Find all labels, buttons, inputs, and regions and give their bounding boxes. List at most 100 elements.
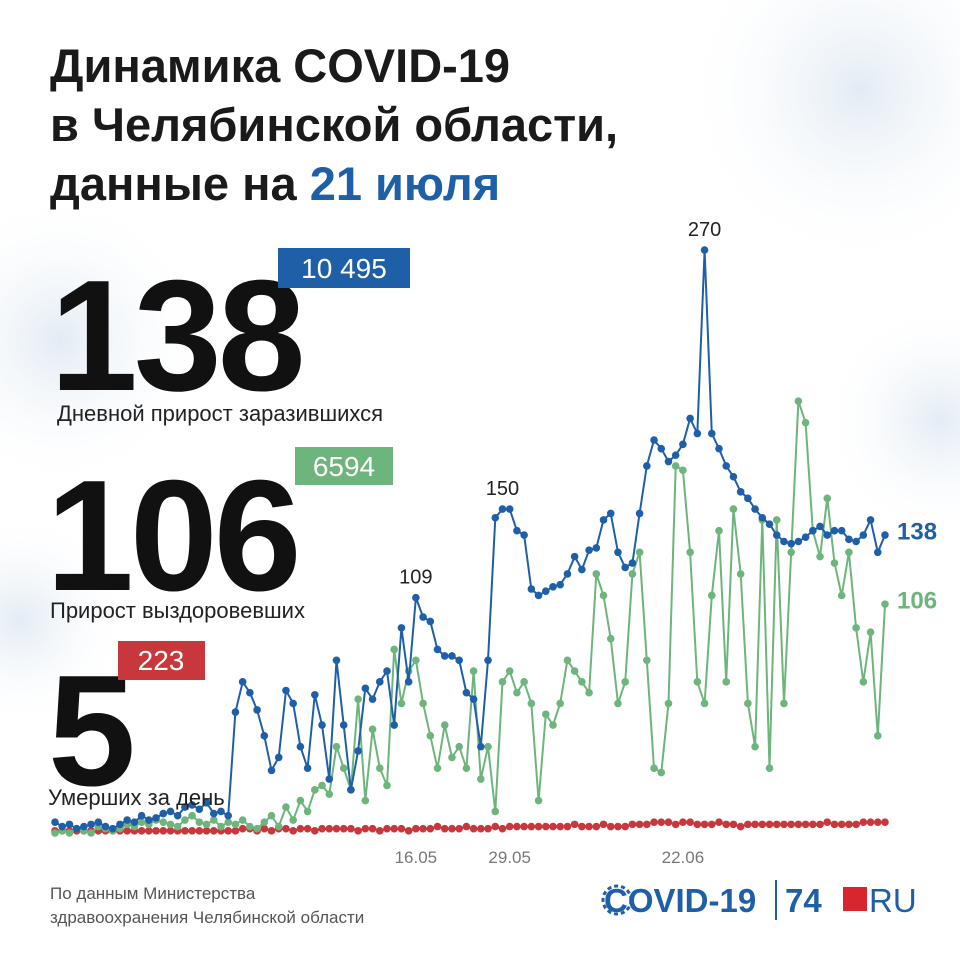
- data-point: [707, 591, 716, 600]
- data-point: [368, 824, 377, 833]
- data-point: [145, 827, 153, 835]
- data-point: [541, 710, 550, 719]
- data-point: [296, 796, 305, 805]
- data-point: [123, 827, 131, 835]
- data-point: [628, 570, 637, 578]
- data-point: [585, 822, 593, 831]
- data-point: [354, 827, 362, 835]
- data-point: [303, 764, 312, 773]
- data-point: [137, 811, 146, 820]
- data-point: [866, 516, 875, 524]
- data-point: [830, 820, 839, 829]
- stat-badge-bg: [295, 447, 393, 485]
- data-point: [484, 656, 492, 665]
- data-point: [311, 786, 319, 794]
- data-point: [404, 678, 413, 686]
- stat-badge: 6594: [313, 451, 375, 482]
- data-point: [606, 509, 615, 518]
- data-point: [469, 824, 478, 833]
- data-point: [758, 513, 767, 522]
- data-point: [296, 742, 305, 751]
- data-point: [700, 246, 709, 254]
- data-point: [837, 526, 846, 535]
- data-point: [643, 820, 651, 829]
- data-point: [693, 820, 702, 829]
- data-point: [318, 824, 326, 833]
- data-point: [282, 686, 290, 695]
- data-point: [736, 488, 745, 496]
- logo-separator: [775, 880, 777, 920]
- data-point: [563, 656, 572, 665]
- data-point: [801, 820, 810, 829]
- data-point: [267, 827, 276, 835]
- data-point: [267, 766, 276, 775]
- data-point: [780, 820, 788, 829]
- data-point: [729, 472, 738, 481]
- data-point: [238, 678, 247, 686]
- data-point: [159, 827, 168, 835]
- data-point: [823, 531, 832, 539]
- data-point: [881, 600, 889, 608]
- data-point: [534, 796, 543, 805]
- title-date: 21 июля: [310, 157, 500, 210]
- data-point: [794, 397, 803, 405]
- data-point: [282, 824, 290, 833]
- data-point: [231, 820, 240, 829]
- data-point: [238, 824, 247, 833]
- data-point: [80, 822, 88, 831]
- data-point: [217, 822, 225, 831]
- data-point: [375, 678, 384, 686]
- data-point: [686, 548, 694, 557]
- data-point: [231, 708, 240, 716]
- data-label: 150: [486, 478, 519, 500]
- data-point: [202, 820, 211, 829]
- data-point: [455, 742, 463, 751]
- data-point: [238, 816, 247, 824]
- data-point: [578, 822, 586, 831]
- data-point: [679, 466, 687, 475]
- data-point: [859, 678, 868, 686]
- data-point: [679, 818, 687, 827]
- data-point: [469, 667, 478, 675]
- stat-badge-bg: [278, 248, 410, 288]
- data-point: [801, 418, 810, 427]
- data-point: [751, 505, 759, 513]
- data-label: 109: [399, 567, 432, 589]
- data-point: [166, 807, 175, 816]
- data-point: [491, 807, 500, 816]
- data-point: [274, 822, 283, 831]
- data-point: [650, 818, 658, 827]
- x-tick-label: 22.06: [662, 848, 705, 867]
- data-point: [440, 824, 449, 833]
- data-point: [94, 818, 103, 827]
- data-point: [491, 513, 500, 522]
- data-point: [873, 548, 882, 557]
- data-point: [823, 494, 832, 503]
- data-point: [173, 811, 182, 820]
- data-point: [209, 816, 218, 824]
- data-point: [448, 652, 456, 660]
- data-point: [570, 552, 579, 561]
- data-point: [873, 732, 882, 740]
- data-point: [462, 764, 471, 773]
- title-line: данные на 21 июля: [50, 157, 500, 210]
- data-point: [700, 699, 709, 708]
- data-point: [361, 796, 370, 805]
- data-point: [462, 688, 471, 697]
- data-point: [852, 820, 860, 829]
- data-point: [101, 822, 110, 831]
- data-point: [289, 816, 297, 824]
- logo-covid: COVID-19: [604, 882, 756, 919]
- data-point: [635, 548, 644, 557]
- data-point: [116, 820, 124, 829]
- data-point: [108, 824, 117, 833]
- data-point: [195, 805, 204, 814]
- data-point: [650, 436, 658, 444]
- data-point: [736, 570, 745, 578]
- data-point: [202, 827, 211, 835]
- data-point: [578, 565, 586, 574]
- data-point: [231, 827, 240, 835]
- data-point: [816, 820, 824, 829]
- source: здравоохранения Челябинской области: [50, 908, 364, 927]
- data-point: [477, 742, 485, 751]
